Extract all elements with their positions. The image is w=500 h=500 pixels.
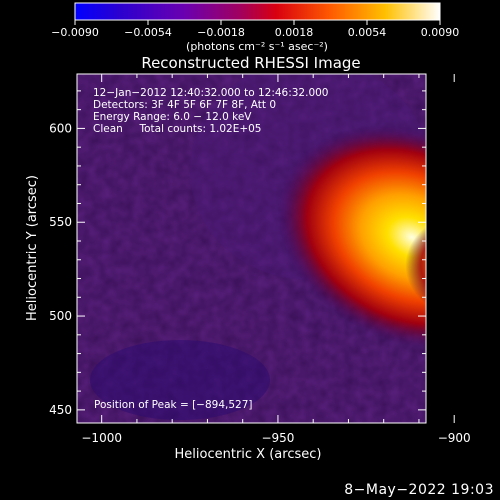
colorbar-tick-label: 0.0090 [421,26,460,39]
colorbar-unit-label: (photons cm⁻² s⁻¹ asec⁻²) [186,40,328,53]
y-axis-ticks: 450 500 550 600 [49,90,426,417]
y-tick-label: 450 [49,403,72,417]
annotation-energy: Energy Range: 6.0 − 12.0 keV [93,111,252,123]
colorbar [74,2,441,21]
x-tick-label: −950 [261,431,294,445]
x-tick-label: −900 [438,431,471,445]
x-tick-label: −1000 [81,431,122,445]
colorbar-tick-label: 0.0054 [348,26,387,39]
x-axis-label: Heliocentric X (arcsec) [175,447,322,462]
y-tick-label: 600 [49,121,72,135]
solar-limb-line [425,240,426,242]
colorbar-tick-label: −0.0090 [51,26,99,39]
peak-position-label: Position of Peak = [−894,527] [94,399,253,411]
colorbar-ticks: −0.0090 −0.0054 −0.0018 0.0018 0.0054 0.0090 [51,20,459,39]
y-axis-label: Heliocentric Y (arcsec) [25,175,40,321]
footer-timestamp: 8−May−2022 19:03 [344,482,494,498]
plot-frame [76,73,427,424]
y-tick-label: 550 [49,215,72,229]
annotation-time: 12−Jan−2012 12:40:32.000 to 12:46:32.000 [93,87,329,99]
flare-source [277,125,426,350]
annotation-clean: Clean Total counts: 1.02E+05 [93,123,262,135]
chart-title: Reconstructed RHESSI Image [141,54,360,72]
colorbar-tick-label: 0.0018 [275,26,314,39]
heatmap-image [77,74,426,423]
annotation-detectors: Detectors: 3F 4F 5F 6F 7F 8F, Att 0 [93,99,276,111]
colorbar-tick-label: −0.0018 [197,26,245,39]
colorbar-tick-label: −0.0054 [124,26,172,39]
x-axis-ticks: −1000−950−900−850 [81,74,471,445]
y-tick-label: 500 [49,309,72,323]
